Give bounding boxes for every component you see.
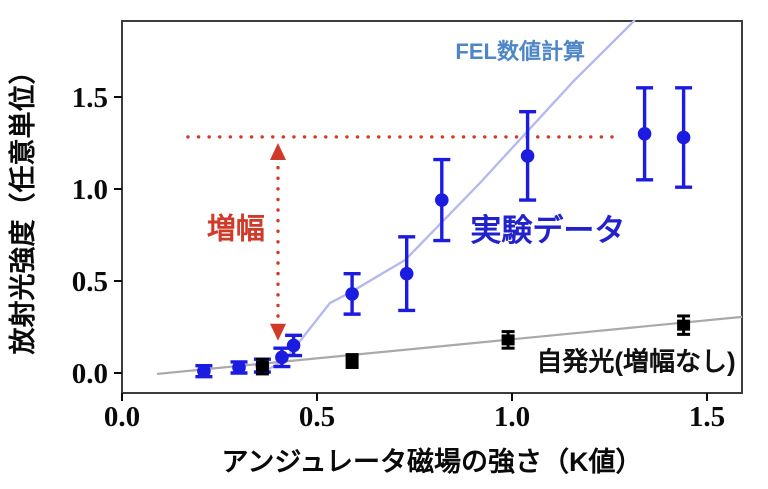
y-tick-label: 1.5 bbox=[72, 82, 108, 114]
fel-simulation-line bbox=[267, 19, 636, 371]
experimental-point bbox=[636, 86, 654, 182]
spontaneous-point bbox=[345, 353, 359, 369]
y-axis-label: 放射光強度（任意単位） bbox=[7, 58, 38, 356]
chart-dynamic-layer: 0.0 0.5 1.0 1.5 0.0 0.5 1.0 1.5 FEL数値計算実験データ自発光(… bbox=[72, 19, 743, 433]
data-marker-circle bbox=[435, 193, 449, 207]
data-marker-circle bbox=[275, 350, 289, 365]
data-marker-circle bbox=[286, 338, 301, 353]
experimental-point bbox=[398, 235, 416, 313]
y-tick-label: 0.5 bbox=[72, 266, 108, 298]
x-tick-label: 1.0 bbox=[494, 401, 530, 433]
experimental-point bbox=[285, 333, 303, 358]
amplification-arrow-up-head bbox=[270, 143, 286, 160]
amplification-arrow-down-head bbox=[270, 323, 286, 341]
annotation-text: 増幅 bbox=[207, 212, 265, 245]
data-marker-circle bbox=[345, 287, 359, 301]
data-marker-square bbox=[255, 361, 269, 373]
data-marker-circle bbox=[399, 266, 414, 281]
data-marker-circle bbox=[520, 149, 535, 163]
data-marker-circle bbox=[637, 127, 652, 141]
data-marker-circle bbox=[197, 364, 211, 378]
data-marker-circle bbox=[676, 130, 691, 145]
spontaneous-point bbox=[501, 330, 515, 350]
x-tick-label: 0.5 bbox=[299, 401, 335, 433]
annotation-text: 実験データ bbox=[470, 213, 625, 248]
data-marker-square bbox=[677, 319, 691, 331]
spontaneous-point bbox=[255, 357, 269, 376]
y-tick-label: 1.0 bbox=[72, 174, 108, 206]
spontaneous-point bbox=[677, 314, 691, 336]
plot-frame bbox=[121, 20, 743, 394]
y-tick-label: 0.0 bbox=[72, 358, 108, 390]
data-marker-circle bbox=[232, 360, 246, 375]
spontaneous-fit-line bbox=[156, 315, 743, 376]
experimental-point bbox=[195, 363, 213, 379]
annotation-text: FEL数値計算 bbox=[455, 39, 585, 64]
annotation-text: 自発光(増幅なし) bbox=[536, 346, 735, 376]
x-axis-label: アンジュレータ磁場の強さ（K値） bbox=[222, 447, 643, 477]
experimental-point bbox=[675, 86, 693, 189]
data-marker-square bbox=[345, 355, 359, 367]
x-tick-label: 1.5 bbox=[689, 401, 725, 433]
experimental-point bbox=[343, 271, 361, 316]
x-tick-label: 0.0 bbox=[104, 401, 140, 433]
experimental-point bbox=[519, 110, 537, 202]
experimental-point bbox=[433, 157, 451, 243]
experimental-point bbox=[230, 360, 248, 375]
data-marker-square bbox=[501, 334, 515, 346]
